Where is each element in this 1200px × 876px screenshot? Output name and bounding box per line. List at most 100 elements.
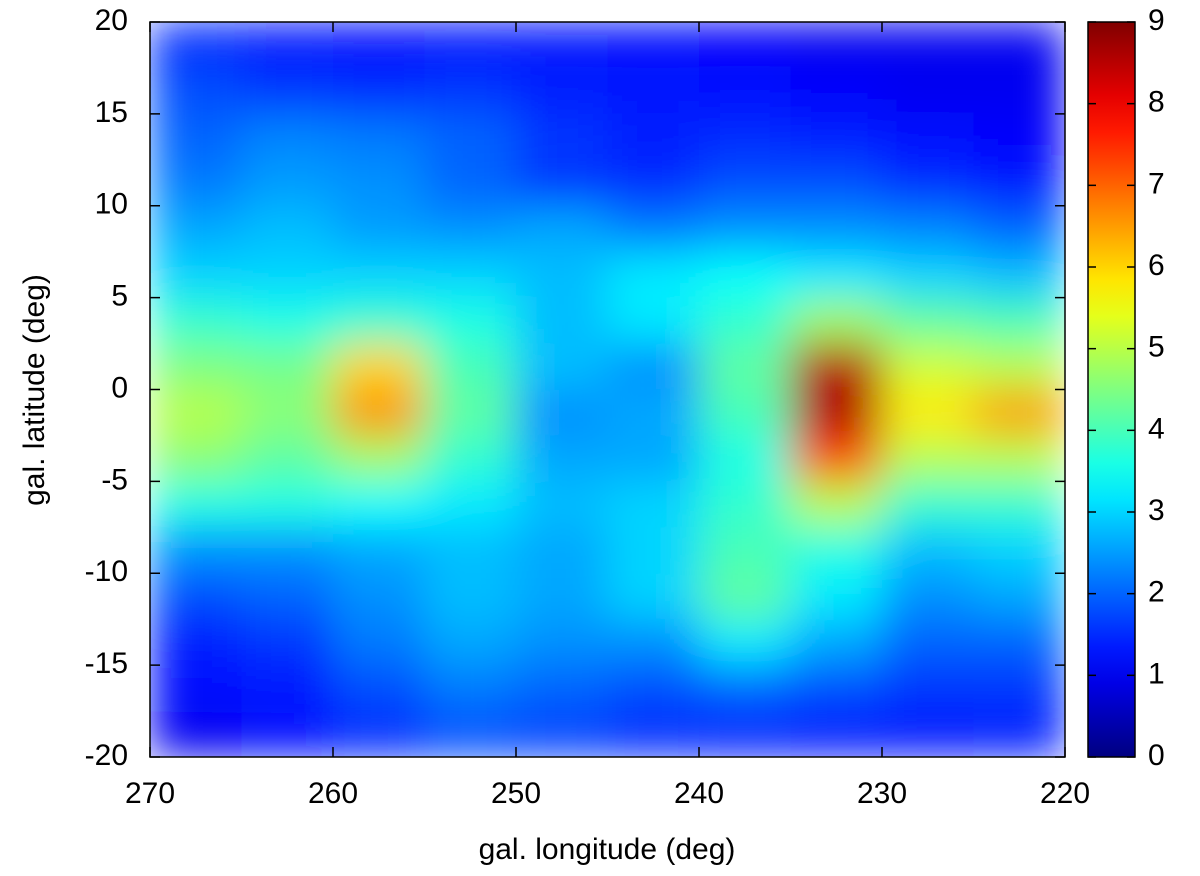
heatmap-cell	[973, 205, 1065, 253]
heatmap-cell	[882, 389, 974, 436]
heatmap-cell	[699, 481, 791, 528]
heatmap-cell	[699, 527, 791, 574]
heatmap-cell	[424, 481, 517, 528]
heatmap-cell	[150, 481, 242, 528]
colorbar-tick-label: 2	[1148, 576, 1165, 609]
heatmap-cell	[424, 67, 517, 115]
heatmap-cell	[424, 527, 517, 574]
heatmap-cell	[973, 113, 1065, 161]
heatmap-cell	[699, 665, 791, 712]
heatmap-cell	[973, 297, 1065, 345]
y-tick-label: 0	[111, 371, 128, 404]
heatmap-cell	[790, 113, 883, 161]
heatmap-cell	[424, 113, 517, 161]
heatmap-cell	[790, 481, 883, 528]
y-tick-label: -10	[85, 555, 128, 588]
heatmap-cell	[333, 251, 425, 299]
heatmap-cell	[699, 297, 791, 345]
heatmap-cell	[516, 251, 608, 299]
colorbar-tick-label: 5	[1148, 331, 1165, 364]
heatmap-cell	[607, 481, 700, 528]
y-tick-label: -5	[101, 463, 128, 496]
heatmap-cell	[699, 435, 791, 482]
heatmap-cell	[607, 297, 700, 345]
heatmap-cell	[241, 665, 334, 712]
colorbar-tick-label: 3	[1148, 494, 1165, 527]
heatmap-cell	[607, 67, 700, 115]
heatmap-cell	[973, 435, 1065, 482]
heatmap-cell	[333, 435, 425, 482]
x-tick-label: 220	[1040, 777, 1090, 810]
heatmap-cell	[973, 22, 1065, 69]
heatmap-cell	[241, 67, 334, 115]
heatmap-cell	[699, 573, 791, 620]
colorbar-tick-label: 1	[1148, 657, 1165, 690]
heatmap-cell	[973, 573, 1065, 620]
heatmap-cell	[424, 435, 517, 482]
heatmap-cell	[516, 481, 608, 528]
heatmap-cell	[150, 527, 242, 574]
y-tick-label: 5	[111, 280, 128, 313]
heatmap-cell	[424, 22, 517, 69]
x-tick-label: 260	[308, 777, 358, 810]
heatmap-cell	[973, 619, 1065, 666]
heatmap-cell	[241, 481, 334, 528]
heatmap-cell	[150, 573, 242, 620]
heatmap-cell	[882, 297, 974, 345]
heatmap-cell	[882, 251, 974, 299]
heatmap-cell	[333, 573, 425, 620]
heatmap-cell	[607, 159, 700, 207]
heatmap-cell	[516, 665, 608, 712]
x-tick-label: 270	[125, 777, 175, 810]
heatmap	[150, 22, 1065, 757]
colorbar-tick-label: 0	[1148, 739, 1165, 772]
heatmap-cell	[607, 389, 700, 436]
heatmap-cell	[333, 527, 425, 574]
heatmap-cell	[516, 297, 608, 345]
heatmap-cell	[241, 711, 334, 757]
x-tick-label: 240	[674, 777, 724, 810]
heatmap-cell	[882, 343, 974, 390]
heatmap-cell	[699, 113, 791, 161]
heatmap-cell	[699, 711, 791, 757]
heatmap-cell	[333, 711, 425, 757]
y-tick-label: 10	[95, 188, 128, 221]
heatmap-cell	[333, 159, 425, 207]
heatmap-cell	[241, 113, 334, 161]
heatmap-cell	[516, 527, 608, 574]
y-tick-label: -15	[85, 647, 128, 680]
heatmap-cell	[973, 481, 1065, 528]
colorbar-tick-label: 8	[1148, 86, 1165, 119]
heatmap-cell	[241, 619, 334, 666]
heatmap-cell	[882, 527, 974, 574]
heatmap-cell	[241, 297, 334, 345]
heatmap-cell	[790, 389, 883, 436]
heatmap-cell	[333, 22, 425, 69]
heatmap-cell	[607, 665, 700, 712]
heatmap-cell	[516, 389, 608, 436]
y-tick-label: 15	[95, 96, 128, 129]
heatmap-cell	[516, 435, 608, 482]
heatmap-cell	[699, 343, 791, 390]
heatmap-cell	[424, 711, 517, 757]
heatmap-cell	[790, 573, 883, 620]
heatmap-cell	[607, 343, 700, 390]
heatmap-cell	[516, 67, 608, 115]
heatmap-cell	[699, 67, 791, 115]
heatmap-cell	[973, 711, 1065, 757]
heatmap-cell	[882, 435, 974, 482]
heatmap-cell	[790, 665, 883, 712]
heatmap-cell	[790, 22, 883, 69]
heatmap-cell	[882, 665, 974, 712]
heatmap-cell	[150, 205, 242, 253]
heatmap-cells	[150, 22, 1065, 757]
heatmap-cell	[150, 113, 242, 161]
heatmap-cell	[333, 389, 425, 436]
heatmap-cell	[973, 159, 1065, 207]
heatmap-cell	[882, 205, 974, 253]
heatmap-cell	[607, 113, 700, 161]
heatmap-cell	[241, 205, 334, 253]
heatmap-cell	[241, 573, 334, 620]
heatmap-cell	[790, 297, 883, 345]
